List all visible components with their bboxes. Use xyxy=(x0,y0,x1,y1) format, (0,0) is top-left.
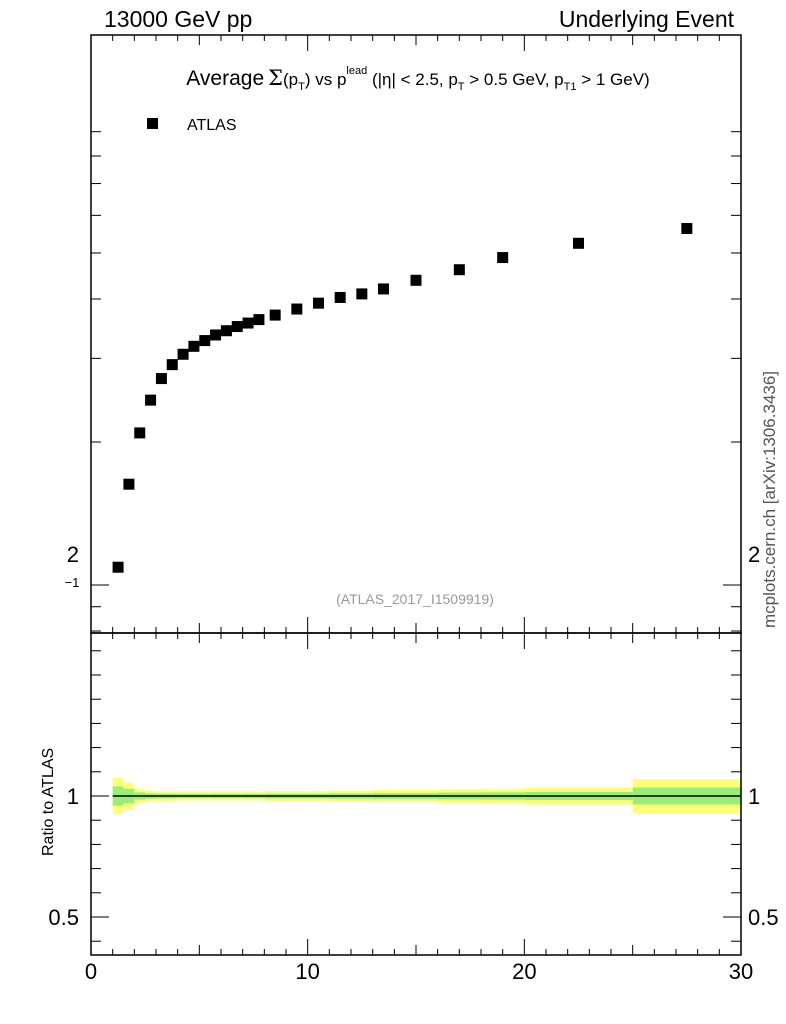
x-tick-label: 0 xyxy=(85,959,97,984)
data-point xyxy=(573,237,584,249)
ratio-y-tick-label-right: 1 xyxy=(748,784,760,809)
ratio-y-tick-label-right: 0.5 xyxy=(748,905,779,930)
data-point xyxy=(497,252,509,264)
main-panel: −1 Average Σ(pT) vs plead (|η| < 2.5, pT … xyxy=(65,34,742,634)
data-point xyxy=(231,321,243,333)
data-point xyxy=(188,340,200,352)
ratio-y-tick-label-right: 2 xyxy=(748,542,760,567)
data-point xyxy=(291,303,303,315)
legend-label-atlas: ATLAS xyxy=(187,117,237,134)
data-point xyxy=(177,348,189,360)
ratio-axis-ticks xyxy=(90,633,742,955)
data-point xyxy=(210,329,222,341)
data-point xyxy=(112,561,124,573)
legend-marker-atlas xyxy=(147,118,158,129)
ratio-panel: 0.5 0.51 12 20 10 20 30 xyxy=(48,542,778,984)
header-right-label: Underlying Event xyxy=(558,6,734,32)
data-point xyxy=(145,394,157,406)
analysis-label: (ATLAS_2017_I1509919) xyxy=(336,591,494,607)
data-point xyxy=(313,297,324,309)
ratio-y-tick-label-left: 1 xyxy=(67,784,79,809)
x-tick-label: 20 xyxy=(512,959,536,984)
ratio-y-tick-label-left: 0.5 xyxy=(48,905,79,930)
main-y-tick-label: −1 xyxy=(65,575,80,590)
data-point xyxy=(134,427,146,439)
atlas-data-points xyxy=(112,222,693,573)
data-point xyxy=(453,264,465,276)
data-point xyxy=(166,359,178,371)
data-point xyxy=(155,373,167,385)
header-left-label: 13000 GeV pp xyxy=(104,6,253,32)
data-point xyxy=(378,283,389,295)
data-point xyxy=(410,274,422,286)
data-point xyxy=(123,478,135,490)
data-point xyxy=(334,291,346,303)
data-point xyxy=(220,325,232,337)
data-point xyxy=(269,309,281,321)
x-tick-label: 10 xyxy=(295,959,319,984)
x-tick-label: 30 xyxy=(729,959,753,984)
chart-title: Average Σ(pT) vs plead (|η| < 2.5, pT > 0… xyxy=(186,65,649,93)
data-point xyxy=(242,317,254,329)
data-point xyxy=(253,314,265,326)
main-axis-ticks xyxy=(90,35,742,633)
ratio-y-tick-label-left: 2 xyxy=(67,542,79,567)
data-point xyxy=(681,222,693,234)
ratio-tick-labels: 0.5 0.51 12 20 10 20 30 xyxy=(48,542,778,984)
data-point xyxy=(356,288,368,300)
data-point xyxy=(199,335,211,347)
